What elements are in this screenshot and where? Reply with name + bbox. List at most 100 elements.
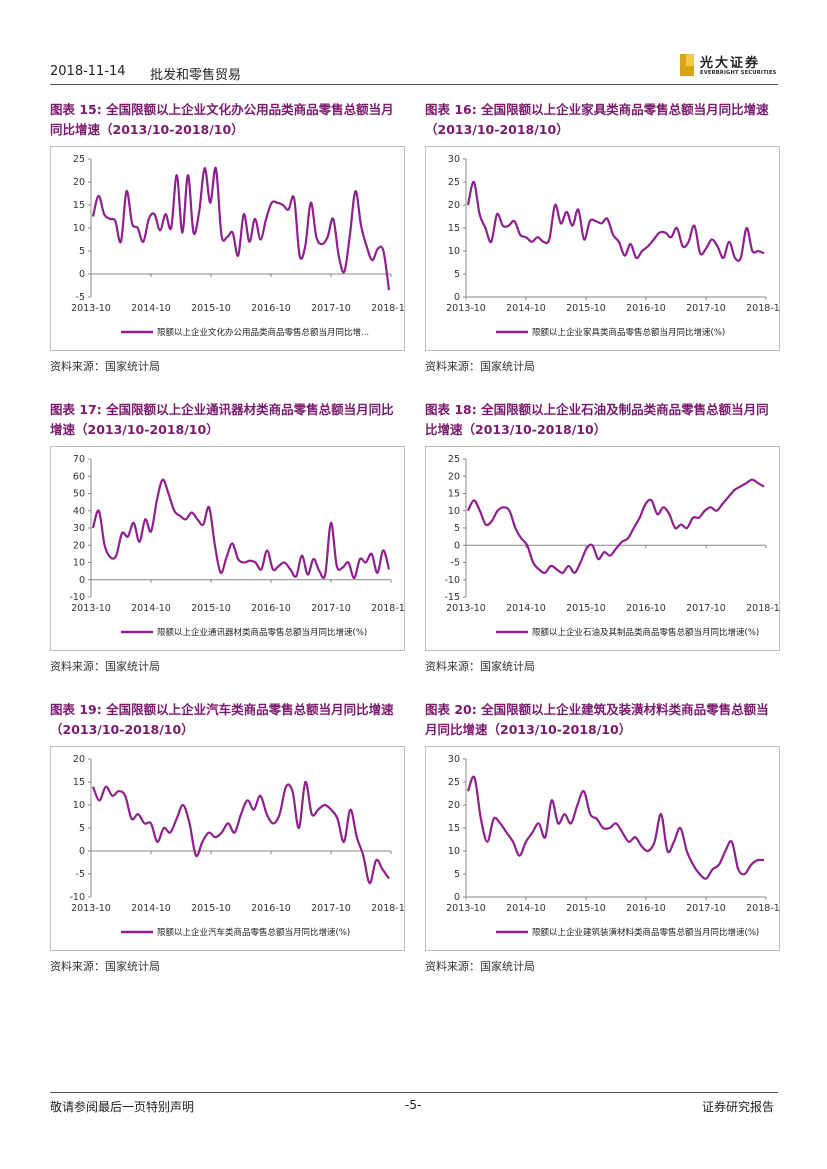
figure-source: 资料来源：国家统计局 xyxy=(425,660,535,673)
y-tick-label: 25 xyxy=(73,154,85,165)
x-tick-label: 2015-10 xyxy=(566,603,606,614)
y-tick-label: 10 xyxy=(448,506,460,517)
y-tick-label: 15 xyxy=(448,823,460,834)
y-tick-label: 5 xyxy=(79,246,85,257)
x-tick-label: 2018-10 xyxy=(746,303,779,314)
x-tick-label: 2014-10 xyxy=(506,303,546,314)
line-chart: -5 0 5 10 15 20 25 2013-10 2014-10 2015-10 2016-10… xyxy=(71,154,404,338)
line-chart: 0 5 10 15 20 25 30 2013-10 2014-10 2015-10 2016-10… xyxy=(446,154,779,338)
figure-source: 资料来源：国家统计局 xyxy=(425,360,535,373)
figure-source: 资料来源：国家统计局 xyxy=(50,960,160,973)
series-line xyxy=(91,478,391,580)
y-tick-label: 15 xyxy=(73,200,85,211)
legend-label: 限额以上企业通讯器材类商品零售总额当月同比增速(%) xyxy=(157,627,367,638)
figure-title: 图表 15: 全国限额以上企业文化办公用品类商品零售总额当月同比增速（2013/… xyxy=(50,102,394,137)
figure-chart: -10 0 10 20 30 40 50 60 70 2013-10 2014-10 2015-10 2… xyxy=(50,446,405,651)
y-tick-label: 0 xyxy=(79,269,85,280)
y-tick-label: 5 xyxy=(79,823,85,834)
x-tick-label: 2018-10 xyxy=(371,903,404,914)
logo-mark-accent xyxy=(686,54,694,66)
x-tick-label: 2013-10 xyxy=(71,903,111,914)
y-tick-label: 20 xyxy=(73,177,85,188)
footer-divider xyxy=(50,1092,778,1093)
figure-panel-19: 图表 19: 全国限额以上企业汽车类商品零售总额当月同比增速（2013/10-2… xyxy=(50,700,405,973)
x-tick-label: 2013-10 xyxy=(446,303,486,314)
figure-panel-15: 图表 15: 全国限额以上企业文化办公用品类商品零售总额当月同比增速（2013/… xyxy=(50,100,405,373)
x-tick-label: 2016-10 xyxy=(251,303,291,314)
page-header: 2018-11-14 批发和零售贸易 xyxy=(50,60,778,86)
y-tick-label: 5 xyxy=(454,869,460,880)
footer-report-type: 证券研究报告 xyxy=(702,1100,775,1114)
y-tick-label: 15 xyxy=(448,489,460,500)
y-tick-label: 10 xyxy=(73,558,85,569)
x-tick-label: 2015-10 xyxy=(191,603,231,614)
y-tick-label: -10 xyxy=(69,892,85,903)
x-tick-label: 2017-10 xyxy=(311,603,351,614)
y-tick-label: 70 xyxy=(73,454,85,465)
line-chart: -15 -10 -5 0 5 10 15 20 25 2013-10 2014-10 2015-10 2… xyxy=(444,454,779,638)
figure-title: 图表 18: 全国限额以上企业石油及制品类商品零售总额当月同比增速（2013/1… xyxy=(425,402,769,437)
y-tick-label: 10 xyxy=(448,246,460,257)
figure-chart: -10 -5 0 5 10 15 20 2013-10 2014-10 2015-10 2016-1… xyxy=(50,746,405,951)
x-tick-label: 2013-10 xyxy=(71,303,111,314)
series-line xyxy=(91,167,391,291)
y-tick-label: 20 xyxy=(448,800,460,811)
y-tick-label: -5 xyxy=(76,292,85,303)
y-tick-label: 20 xyxy=(73,540,85,551)
y-tick-label: 10 xyxy=(448,846,460,857)
y-tick-label: 0 xyxy=(454,540,460,551)
x-tick-label: 2013-10 xyxy=(446,603,486,614)
legend-label: 限额以上企业建筑装潢材料类商品零售总额当月同比增速(%) xyxy=(532,927,759,938)
x-tick-label: 2016-10 xyxy=(626,603,666,614)
x-tick-label: 2015-10 xyxy=(566,903,606,914)
figure-source: 资料来源：国家统计局 xyxy=(50,660,160,673)
figure-panel-17: 图表 17: 全国限额以上企业通讯器材类商品零售总额当月同比增速（2013/10… xyxy=(50,400,405,673)
everbright-logo: 光大证券 EVERBRIGHT SECURITIES xyxy=(680,52,780,82)
y-tick-label: 20 xyxy=(448,471,460,482)
x-tick-label: 2014-10 xyxy=(506,603,546,614)
header-divider xyxy=(50,84,778,85)
y-tick-label: 30 xyxy=(448,754,460,765)
figure-title: 图表 19: 全国限额以上企业汽车类商品零售总额当月同比增速（2013/10-2… xyxy=(50,702,394,737)
x-tick-label: 2013-10 xyxy=(71,603,111,614)
figure-panel-18: 图表 18: 全国限额以上企业石油及制品类商品零售总额当月同比增速（2013/1… xyxy=(425,400,780,673)
x-tick-label: 2018-10 xyxy=(746,903,779,914)
y-tick-label: 25 xyxy=(448,177,460,188)
figure-chart: 0 5 10 15 20 25 30 2013-10 2014-10 2015-10 2016-10… xyxy=(425,146,780,351)
figure-chart: -5 0 5 10 15 20 25 2013-10 2014-10 2015-10 2016-10… xyxy=(50,146,405,351)
report-date: 2018-11-14 xyxy=(50,64,126,79)
y-tick-label: 30 xyxy=(73,523,85,534)
x-tick-label: 2013-10 xyxy=(446,903,486,914)
page-number: -5- xyxy=(405,1098,422,1112)
figure-chart: -15 -10 -5 0 5 10 15 20 25 2013-10 2014-10 2015-10 2… xyxy=(425,446,780,651)
y-tick-label: 0 xyxy=(454,892,460,903)
x-tick-label: 2017-10 xyxy=(686,303,726,314)
line-chart: -10 0 10 20 30 40 50 60 70 2013-10 2014-10 2015-10 2… xyxy=(69,454,404,638)
y-tick-label: 0 xyxy=(454,292,460,303)
y-tick-label: 5 xyxy=(454,269,460,280)
x-tick-label: 2016-10 xyxy=(251,903,291,914)
legend-label: 限额以上企业汽车类商品零售总额当月同比增速(%) xyxy=(157,927,350,938)
series-line xyxy=(467,478,765,575)
figure-chart: 0 5 10 15 20 25 30 2013-10 2014-10 2015-10 2016-10… xyxy=(425,746,780,951)
x-tick-label: 2018-10 xyxy=(746,603,779,614)
series-line xyxy=(466,180,765,262)
line-chart: 0 5 10 15 20 25 30 2013-10 2014-10 2015-10 2016-10… xyxy=(446,754,779,938)
x-tick-label: 2017-10 xyxy=(686,903,726,914)
x-tick-label: 2017-10 xyxy=(311,903,351,914)
y-tick-label: 0 xyxy=(79,575,85,586)
footer-disclaimer: 敬请参阅最后一页特别声明 xyxy=(50,1100,195,1114)
logo-en-text: EVERBRIGHT SECURITIES xyxy=(700,70,777,76)
x-tick-label: 2014-10 xyxy=(131,903,171,914)
y-tick-label: -10 xyxy=(69,592,85,603)
y-tick-label: 25 xyxy=(448,454,460,465)
x-tick-label: 2014-10 xyxy=(506,903,546,914)
figure-panel-16: 图表 16: 全国限额以上企业家具类商品零售总额当月同比增速（2013/10-2… xyxy=(425,100,780,373)
y-tick-label: 20 xyxy=(448,200,460,211)
logo-cn-text: 光大证券 xyxy=(700,56,761,71)
figure-panel-20: 图表 20: 全国限额以上企业建筑及装潢材料类商品零售总额当月同比增速（2013… xyxy=(425,700,780,973)
y-tick-label: -5 xyxy=(76,869,85,880)
x-tick-label: 2016-10 xyxy=(626,303,666,314)
x-tick-label: 2015-10 xyxy=(191,903,231,914)
y-tick-label: -15 xyxy=(444,592,460,603)
